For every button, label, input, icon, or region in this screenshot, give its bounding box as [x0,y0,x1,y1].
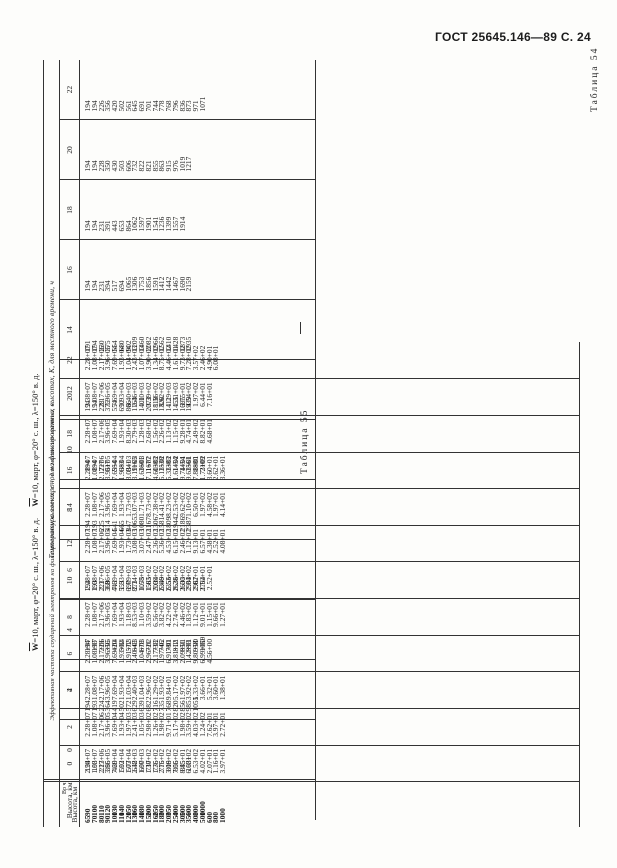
value-column: 2.28+07 1.08+07 2.17+06 3.96+05 7.69+04 1.93+… [79,415,580,453]
cell-value: 7.16+01 [204,382,214,407]
value-column: 2.28+07 1.08+07 2.17+06 3.96+05 7.69+04 1.93+… [79,452,580,489]
value-column: 194 194 228 350 430 503 606 732 822 821 855 863 915 9… [79,120,316,180]
divider-mark [300,322,301,334]
column-header: 18 [59,180,80,240]
value-column: 2.28+07 1.08+07 2.17+06 3.96+05 7.69+04 1.93+… [79,525,580,562]
cell-value: 1914 [177,216,187,232]
column-header: 8 [59,598,80,636]
value-column: 2.28+07 1.08+07 2.17+06 3.96+05 7.69+04 1.93+… [79,598,580,636]
column-header: 22 [59,342,80,379]
column-header: 16 [59,240,80,300]
value-column: 2.28+07 1.08+07 2.17+06 3.96+05 7.69+04 1.93+… [79,671,580,709]
value-column: 2.28+07 1.08+07 2.17+06 3.96+05 7.69+04 1.93+… [79,635,580,672]
top-table-panel: W=10, март, φ=20° с. ш., λ=150° в. д. Те… [28,59,594,820]
cell-value: 3.97+01 [218,748,227,774]
column-header: 22 [59,59,80,120]
cell-value: 6.08+01 [211,345,221,371]
bottom-group-header: Эффективная частота соударений электроно… [43,342,60,782]
column-header: 6 [59,635,80,672]
bottom-table-panel: W=10, март, φ=20° с. ш., λ=150° в. д. Эф… [28,342,594,827]
bottom-data-table: Эффективная частота соударений электроно… [43,342,580,827]
column-header: 12 [59,525,80,562]
height-column: 65 70 80 90 100 110 120 130 140 150 160 180 200 250 30… [79,781,580,827]
value-column: 2.38+07 1.08+07 2.17+06 3.96+05 7.69+04 1.93+… [79,378,580,416]
height-value: 1000 [218,808,227,823]
row-header-small: Вр ч [61,782,68,794]
column-header: 0 [59,745,80,782]
value-column: 2.28+07 1.08+07 2.17+06 3.96+05 7.69+04 1.93+… [79,562,580,599]
w-symbol: W [30,642,40,652]
cell-value: 1217 [184,156,194,172]
column-header: 20 [59,120,80,180]
cell-value: 3.36+01 [218,455,227,481]
column-header: 14 [59,488,80,526]
column-header: 2 [59,708,80,746]
column-header: 16 [59,452,80,489]
row-header-text: Высота, км [69,786,79,823]
cell-value: 1071 [197,96,207,112]
row-header-label: Вр ч Высота, км [59,781,80,827]
value-column: 194 194 231 391 443 653 864 1062 1597 1901 1541 123… [79,180,316,240]
cell-value: 1.27+01 [218,602,227,627]
value-column: 194 194 231 394 517 694 1065 1306 1753 1856 1591 14… [79,240,316,300]
column-header: 18 [59,415,80,453]
value-column: 2.28+07 1.08+07 2.17+06 3.96+05 7.69+04 1.93+… [79,488,580,526]
cell-value: 4.14+01 [218,492,227,517]
value-column: 2.28+07 1.08+07 2.17+06 3.96+05 7.69+04 1.93+… [79,342,580,379]
value-column: 2.28+07 1.08+07 2.17+06 3.96+05 7.69+04 1.93+… [79,745,580,782]
cell-value: 2159 [184,276,194,292]
cell-value: 4.56+00 [204,638,214,664]
bottom-table-rotator: W=10, март, φ=20° с. ш., λ=150° в. д. Эф… [28,342,594,827]
cell-value: 4.08+01 [218,529,227,554]
value-column: 2.28+07 1.08+07 2.17+06 3.96+05 7.69+04 1.93+… [79,708,580,746]
cell-value: 4.68+01 [204,419,214,444]
cell-value: 2.52+01 [204,565,214,591]
column-header: 4 [59,671,80,709]
bottom-table-subtitle: W=10, март, φ=20° с. ш., λ=150° в. д. [28,342,43,827]
bottom-subtitle-text: =10, март, φ=20° с. ш., λ=150° в. д. [30,517,40,643]
column-header: 10 [59,562,80,599]
cell-value: 2.72+01 [218,712,227,737]
cell-value: 1.38+01 [218,675,227,701]
value-column: 194 194 226 356 420 502 561 645 691 701 744 778 768 7… [79,59,316,120]
column-header: 20 [59,378,80,416]
page-header: ГОСТ 25645.146—89 С. 24 [435,30,591,44]
row-header-cell [43,781,60,827]
